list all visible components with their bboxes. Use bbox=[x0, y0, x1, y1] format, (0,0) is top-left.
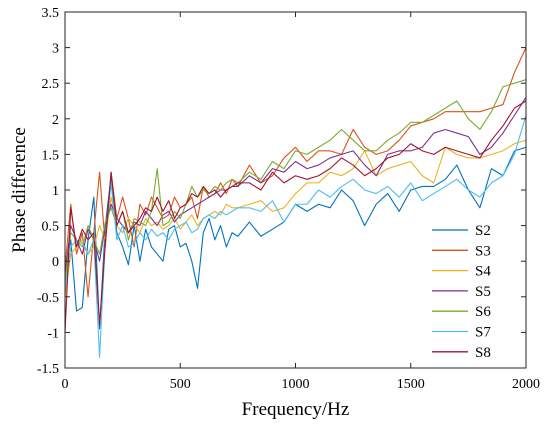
y-tick-label: 3.5 bbox=[42, 6, 60, 21]
series-line-s5 bbox=[64, 97, 527, 276]
x-axis-label: Frequency/Hz bbox=[242, 399, 350, 420]
y-tick-label: 3 bbox=[52, 42, 59, 57]
series-line-s8 bbox=[64, 100, 527, 333]
y-tick-label: 1 bbox=[52, 184, 59, 199]
x-tick-label: 0 bbox=[62, 377, 69, 392]
legend-label-s5: S5 bbox=[475, 284, 491, 300]
y-tick-label: -0.5 bbox=[37, 291, 59, 306]
legend-label-s2: S2 bbox=[475, 223, 491, 239]
x-tick-label: 1000 bbox=[282, 377, 310, 392]
y-tick-label: -1.5 bbox=[37, 362, 59, 377]
y-tick-label: 2.5 bbox=[42, 77, 60, 92]
legend-label-s4: S4 bbox=[475, 264, 491, 280]
y-tick-label: -1 bbox=[47, 326, 59, 341]
x-tick-label: 2000 bbox=[512, 377, 540, 392]
x-tick-label: 500 bbox=[170, 377, 191, 392]
legend-label-s7: S7 bbox=[475, 325, 491, 341]
x-tick-label: 1500 bbox=[397, 377, 425, 392]
legend-box bbox=[424, 217, 517, 362]
x-axis-ticks: 0 500 1000 1500 2000 bbox=[62, 12, 540, 392]
legend-entries: S2 S3 S4 S5 S6 S7 S8 bbox=[432, 223, 491, 361]
series-line-s7 bbox=[64, 115, 527, 358]
legend-label-s3: S3 bbox=[475, 243, 491, 259]
y-axis-ticks: -1.5 -1 -0.5 0 0.5 1 1.5 2 2.5 3 3.5 bbox=[37, 6, 526, 377]
series-line-s3 bbox=[64, 47, 527, 298]
y-tick-label: 0.5 bbox=[42, 220, 60, 235]
series-line-s2 bbox=[64, 146, 527, 330]
y-tick-label: 0 bbox=[52, 255, 59, 270]
legend: S2 S3 S4 S5 S6 S7 S8 bbox=[424, 217, 517, 362]
series-line-s4 bbox=[64, 139, 527, 297]
legend-label-s8: S8 bbox=[475, 345, 491, 361]
y-tick-label: 1.5 bbox=[42, 148, 60, 163]
y-tick-label: 2 bbox=[52, 113, 59, 128]
series-layer bbox=[64, 47, 527, 358]
y-axis-label: Phase difference bbox=[9, 127, 30, 253]
legend-label-s6: S6 bbox=[475, 304, 491, 320]
